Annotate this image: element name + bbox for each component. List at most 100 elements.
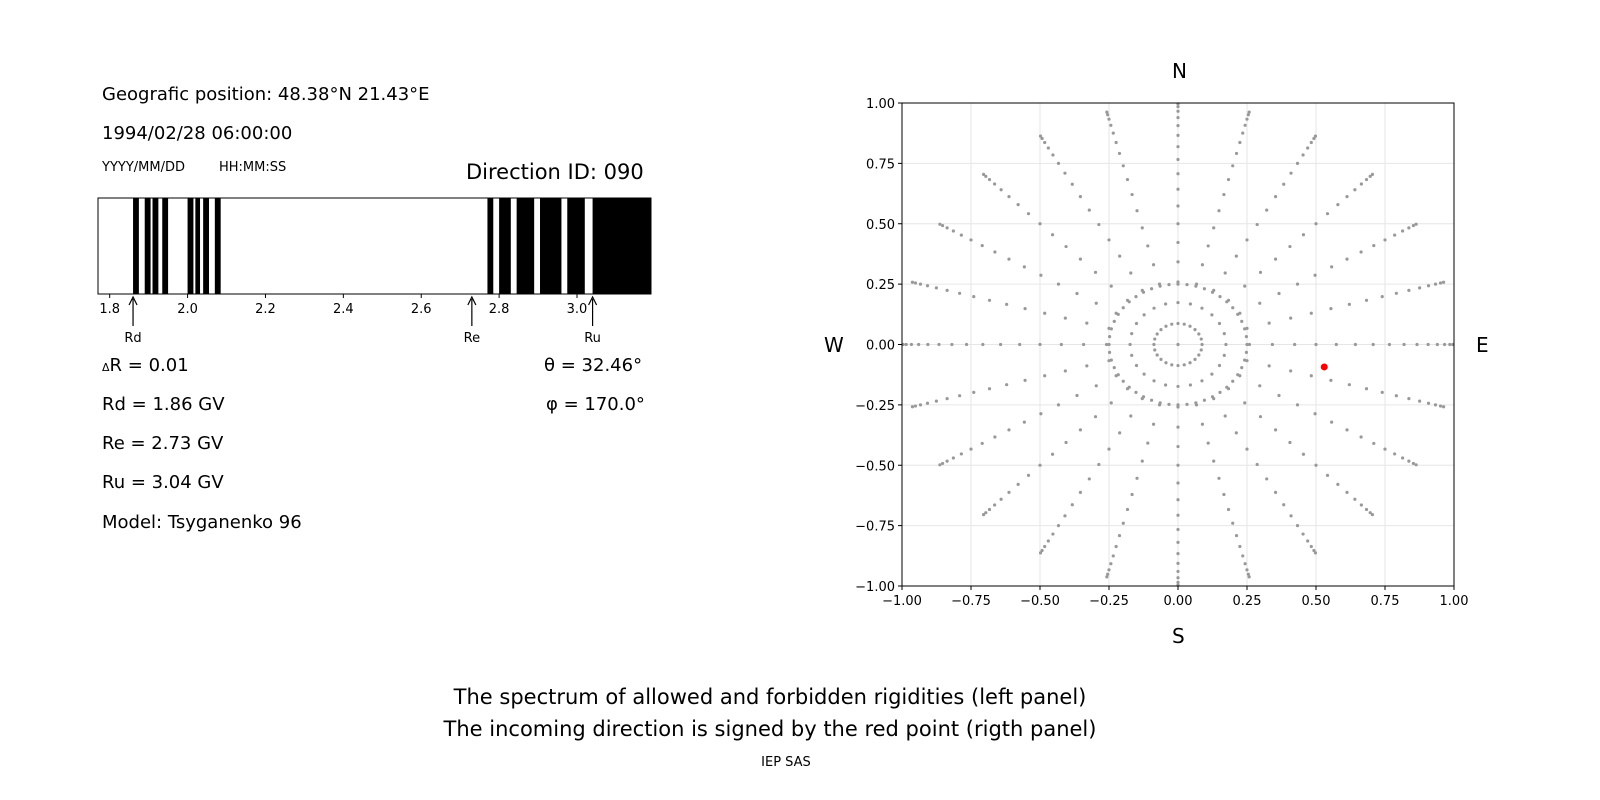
grid-point xyxy=(1176,425,1180,429)
grid-point xyxy=(1247,342,1252,347)
grid-point xyxy=(1313,273,1317,277)
grid-point xyxy=(1241,131,1245,135)
grid-point xyxy=(1288,440,1292,445)
grid-point xyxy=(1125,507,1130,512)
grid-point xyxy=(1426,342,1430,347)
grid-point xyxy=(950,342,954,347)
grid-point xyxy=(1109,401,1113,405)
grid-point xyxy=(1289,316,1293,320)
grid-point xyxy=(1301,532,1305,536)
grid-point xyxy=(1210,372,1214,376)
grid-point xyxy=(1176,260,1180,264)
grid-point xyxy=(1038,222,1042,226)
grid-point xyxy=(1176,105,1180,109)
grid-point xyxy=(1130,492,1134,497)
grid-point xyxy=(1359,250,1363,254)
grid-point xyxy=(1188,302,1193,306)
forbidden-band xyxy=(152,198,159,294)
grid-point xyxy=(1152,306,1156,310)
grid-point xyxy=(1117,533,1122,538)
grid-point xyxy=(913,404,918,408)
caption-line-1: The spectrum of allowed and forbidden ri… xyxy=(453,685,1087,709)
grid-point xyxy=(1075,393,1079,398)
grid-point xyxy=(1087,477,1091,481)
grid-point xyxy=(1056,403,1061,407)
model-name: Model: Tsyganenko 96 xyxy=(102,512,302,533)
grid-point xyxy=(1314,463,1318,467)
grid-point xyxy=(1038,551,1043,555)
grid-point xyxy=(1334,342,1338,347)
grid-point xyxy=(1295,282,1300,286)
marker-arrowhead xyxy=(588,295,598,306)
rd-value: Rd = 1.86 GV xyxy=(102,394,225,415)
grid-point xyxy=(1085,321,1089,325)
grid-point xyxy=(1246,113,1250,117)
grid-point xyxy=(1273,428,1278,432)
grid-point xyxy=(1127,385,1131,389)
theta-value: θ = 32.46° xyxy=(544,355,643,376)
grid-point xyxy=(1078,428,1083,432)
grid-point xyxy=(1114,140,1118,145)
grid-point xyxy=(1094,384,1098,388)
grid-point xyxy=(1243,562,1247,566)
compass-north: N xyxy=(1172,59,1187,83)
grid-point xyxy=(1401,229,1405,233)
grid-point xyxy=(1309,140,1313,145)
grid-point xyxy=(1199,348,1203,352)
grid-point xyxy=(1289,369,1293,373)
grid-point xyxy=(1372,441,1376,446)
grid-point xyxy=(1223,414,1227,418)
grid-point xyxy=(951,229,955,233)
grid-point xyxy=(918,403,923,407)
grid-point xyxy=(1224,342,1228,347)
grid-point xyxy=(1289,514,1293,518)
grid-point xyxy=(945,226,949,230)
grid-point xyxy=(918,282,923,286)
grid-point xyxy=(925,284,930,288)
grid-point xyxy=(1106,113,1110,117)
grid-point xyxy=(1241,554,1245,558)
grid-point xyxy=(1277,291,1281,296)
grid-point xyxy=(917,342,921,347)
grid-point xyxy=(993,503,997,507)
grid-point xyxy=(934,286,938,290)
grid-point xyxy=(1007,428,1011,432)
grid-point xyxy=(1313,412,1317,416)
grid-point xyxy=(1176,481,1180,485)
grid-point xyxy=(1306,146,1310,150)
grid-point xyxy=(1050,233,1055,237)
grid-point xyxy=(1176,552,1180,556)
forbidden-band xyxy=(187,198,194,294)
grid-point xyxy=(1064,244,1068,249)
grid-point xyxy=(1176,569,1180,574)
grid-point xyxy=(1255,462,1259,467)
grid-point xyxy=(1234,431,1238,435)
grid-point xyxy=(1107,447,1111,451)
grid-point xyxy=(1217,476,1221,480)
grid-point xyxy=(1109,562,1113,566)
grid-point xyxy=(1116,373,1120,377)
grid-point xyxy=(1185,402,1189,406)
delta-r-value: R = 0.01 xyxy=(109,355,189,376)
x-tick-label: 2.6 xyxy=(411,302,432,317)
grid-point xyxy=(1176,513,1180,517)
grid-point xyxy=(1149,287,1154,291)
grid-point xyxy=(972,390,976,394)
forbidden-band xyxy=(567,198,585,294)
grid-point xyxy=(980,243,984,248)
grid-point xyxy=(1234,254,1238,258)
grid-point xyxy=(1142,372,1146,376)
grid-point xyxy=(1240,366,1244,370)
grid-point xyxy=(1112,319,1116,323)
marker-label-rd: Rd xyxy=(124,331,141,346)
grid-point xyxy=(1130,192,1134,197)
grid-point xyxy=(1442,342,1447,347)
grid-point xyxy=(1407,459,1411,463)
grid-point xyxy=(1176,300,1180,305)
grid-point xyxy=(1359,503,1363,507)
grid-point xyxy=(984,174,988,178)
grid-point xyxy=(1159,357,1163,361)
grid-point xyxy=(1176,342,1180,347)
grid-point xyxy=(1295,524,1300,528)
grid-point xyxy=(1140,226,1144,230)
